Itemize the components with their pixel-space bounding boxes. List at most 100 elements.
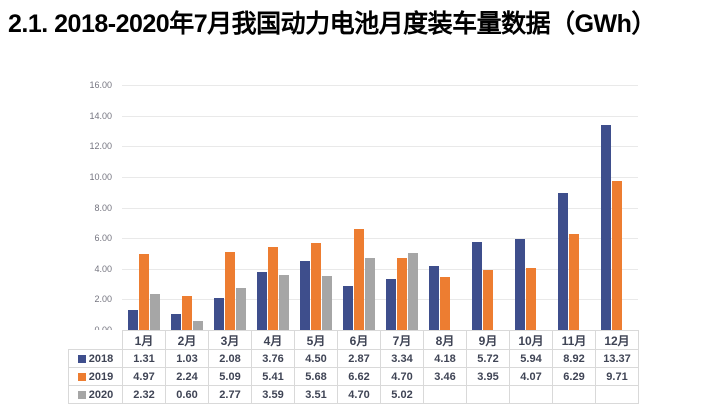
bar-2018-11月 [557, 193, 568, 330]
bar-2019-8月 [439, 277, 450, 330]
data-table: 1月 2月 3月 4月 5月 6月 7月 8月 9月 10月 11月 12月 2018 1.31 1.03 2… [68, 330, 639, 404]
y-axis-tick-label: 8.00 [94, 202, 112, 213]
bar-group-12月 [595, 85, 638, 330]
value-cell [466, 385, 510, 404]
value-cell [423, 385, 467, 404]
y-axis-tick-label: 10.00 [89, 171, 112, 182]
gridline [122, 299, 638, 301]
table-row-2020: 2020 2.32 0.60 2.77 3.59 3.51 4.70 5.02 [68, 385, 639, 404]
y-axis-tick-label: 12.00 [89, 141, 112, 152]
value-cell: 3.59 [251, 385, 295, 404]
bar-2018-2月 [170, 314, 181, 330]
bar-group-6月 [337, 85, 380, 330]
value-cell: 3.46 [423, 367, 467, 386]
legend-cell-2020: 2020 [68, 385, 123, 404]
month-header-cell: 7月 [380, 330, 424, 350]
bar-2019-2月 [181, 295, 192, 330]
bar-2019-4月 [267, 247, 278, 330]
value-cell [552, 385, 596, 404]
month-header-cell: 5月 [294, 330, 338, 350]
table-row-2019: 2019 4.97 2.24 5.09 5.41 5.68 6.62 4.70 3.46 3.95… [68, 367, 639, 386]
value-cell: 2.08 [208, 349, 252, 368]
legend-marker-icon-2018 [77, 354, 86, 363]
bar-2019-3月 [224, 252, 235, 330]
bar-2020-4月 [278, 275, 289, 330]
bar-group-7月 [380, 85, 423, 330]
y-axis-tick-label: 16.00 [89, 80, 112, 90]
legend-cell-2018: 2018 [68, 349, 123, 368]
value-cell: 2.77 [208, 385, 252, 404]
value-cell: 5.94 [509, 349, 553, 368]
y-axis-tick-label: 14.00 [89, 110, 112, 121]
value-cell: 5.02 [380, 385, 424, 404]
bar-group-4月 [251, 85, 294, 330]
month-header-cell: 3月 [208, 330, 252, 350]
bar-2019-7月 [396, 258, 407, 330]
gridline [122, 146, 638, 148]
bar-2019-9月 [482, 269, 493, 330]
value-cell: 4.07 [509, 367, 553, 386]
bar-group-1月 [122, 85, 165, 330]
value-cell: 1.03 [165, 349, 209, 368]
bar-group-5月 [294, 85, 337, 330]
bar-group-2月 [165, 85, 208, 330]
month-header-cell: 1月 [122, 330, 166, 350]
bar-2019-5月 [310, 243, 321, 330]
bar-2018-1月 [127, 309, 138, 330]
page-title: 2.1. 2018-2020年7月我国动力电池月度装车量数据（GWh） [8, 10, 656, 38]
y-axis-tick-label: 6.00 [94, 233, 112, 244]
month-header-cell: 8月 [423, 330, 467, 350]
value-cell: 0.60 [165, 385, 209, 404]
bar-group-3月 [208, 85, 251, 330]
bar-2019-12月 [611, 181, 622, 330]
gridline [122, 176, 638, 178]
value-cell: 5.68 [294, 367, 338, 386]
value-cell: 3.76 [251, 349, 295, 368]
bar-2020-1月 [149, 294, 160, 330]
bar-2020-7月 [407, 253, 418, 330]
value-cell: 4.97 [122, 367, 166, 386]
gridline [122, 207, 638, 209]
value-cell: 13.37 [595, 349, 639, 368]
value-cell: 6.29 [552, 367, 596, 386]
bar-2019-1月 [138, 253, 149, 330]
value-cell: 5.72 [466, 349, 510, 368]
legend-marker-icon-2020 [77, 390, 86, 399]
value-cell: 4.50 [294, 349, 338, 368]
bar-2019-10月 [525, 267, 536, 330]
value-cell: 4.18 [423, 349, 467, 368]
month-header-cell: 11月 [552, 330, 596, 350]
value-cell: 5.41 [251, 367, 295, 386]
month-header-cell: 9月 [466, 330, 510, 350]
plot-area [122, 85, 638, 331]
bar-2019-11月 [568, 233, 579, 330]
value-cell: 2.87 [337, 349, 381, 368]
bar-2018-3月 [213, 298, 224, 330]
value-cell: 2.32 [122, 385, 166, 404]
value-cell: 3.34 [380, 349, 424, 368]
bar-2019-6月 [353, 228, 364, 330]
legend-label-2018: 2018 [88, 352, 114, 365]
value-cell: 4.70 [380, 367, 424, 386]
bar-groups [122, 85, 638, 330]
bar-group-8月 [423, 85, 466, 330]
bar-group-10月 [509, 85, 552, 330]
bar-2020-6月 [364, 258, 375, 330]
gridline [122, 85, 638, 86]
bar-2018-5月 [299, 261, 310, 330]
bar-2018-12月 [600, 125, 611, 330]
value-cell: 1.31 [122, 349, 166, 368]
month-header-cell: 2月 [165, 330, 209, 350]
bar-2020-5月 [321, 276, 332, 330]
bar-2018-8月 [428, 266, 439, 330]
table-corner-cell [68, 330, 123, 350]
legend-marker-icon-2019 [77, 372, 86, 381]
month-header-cell: 6月 [337, 330, 381, 350]
gridline [122, 268, 638, 270]
value-cell: 3.51 [294, 385, 338, 404]
month-header-cell: 4月 [251, 330, 295, 350]
value-cell: 9.71 [595, 367, 639, 386]
bar-2018-6月 [342, 286, 353, 330]
legend-label-2020: 2020 [88, 388, 114, 401]
